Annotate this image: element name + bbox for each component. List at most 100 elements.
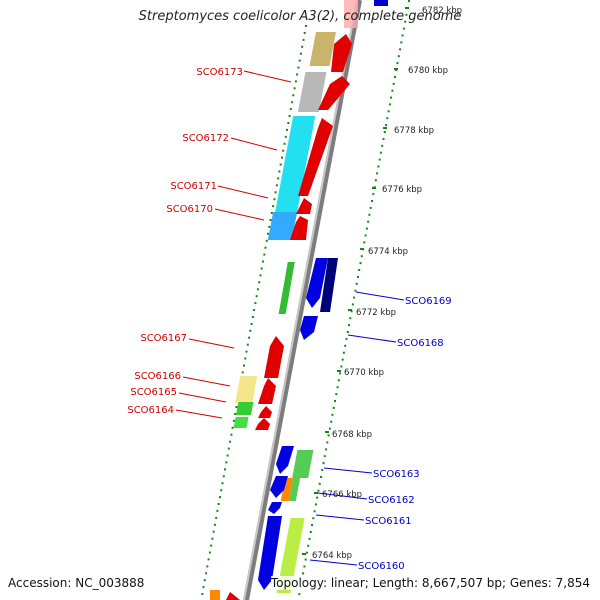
guide-dot [365, 227, 368, 230]
guide-dot [250, 322, 253, 325]
gene-arrow-sco6169b [320, 258, 338, 312]
guide-dot [286, 128, 288, 131]
gene-label-sco6163[interactable]: SCO6163 [373, 469, 420, 480]
gene-label-sco6161[interactable]: SCO6161 [365, 516, 412, 527]
guide-dot [293, 87, 296, 90]
ruler-tick-label: 6770 kbp [344, 368, 384, 378]
leader-sco6166 [182, 376, 231, 387]
ruler-tick-label: 6776 kbp [382, 185, 422, 195]
guide-dot [203, 579, 206, 582]
guide-dot [217, 503, 220, 505]
guide-dot [241, 371, 244, 374]
guide-dot [226, 454, 229, 457]
gene-label-sco6168[interactable]: SCO6168 [397, 338, 444, 349]
ruler-tick-label: 6782 kbp [422, 6, 462, 16]
gene-label-sco6171[interactable]: SCO6171 [170, 181, 217, 192]
guide-dot [360, 255, 363, 258]
ruler-tick-label: 6774 kbp [368, 247, 408, 257]
guide-dot [235, 406, 238, 408]
guide-dot [212, 530, 215, 533]
guide-dot [320, 475, 322, 478]
gene-label-sco6164[interactable]: SCO6164 [127, 405, 174, 416]
guide-dot [311, 524, 313, 527]
guide-dot [402, 27, 405, 30]
guide-dot [207, 558, 210, 561]
guide-dot [263, 253, 266, 256]
guide-dot [213, 523, 216, 526]
gene-label-sco6160[interactable]: SCO6160 [358, 561, 405, 572]
gene-label-sco6169[interactable]: SCO6169 [405, 296, 452, 307]
gene-bar-sco6162 [280, 478, 294, 501]
gene-label-sco6167[interactable]: SCO6167 [140, 333, 187, 344]
guide-dot [353, 296, 356, 299]
left-dotted-guide [201, 25, 307, 596]
guide-dot [221, 482, 224, 485]
gene-arrow-sco6166 [258, 378, 276, 404]
guide-dot [245, 350, 248, 353]
ruler-tick-label: 6768 kbp [332, 430, 372, 440]
guide-dot [334, 400, 336, 402]
guide-dot [278, 170, 281, 173]
gene-bar-sco6163 [292, 450, 314, 478]
gene-label-sco6173[interactable]: SCO6173 [196, 67, 243, 78]
guide-dot [368, 213, 371, 216]
guide-dot [219, 496, 221, 499]
guide-dot [283, 142, 286, 145]
gene-label-sco6170[interactable]: SCO6170 [166, 204, 213, 215]
leader-sco6165 [178, 392, 227, 403]
guide-dot [363, 241, 366, 244]
gene-bar-faded [344, 0, 358, 28]
leader-sco6161 [315, 514, 365, 521]
guide-dot [255, 295, 258, 298]
guide-dot [234, 413, 237, 415]
gene-bar-sco6165 [235, 402, 254, 415]
guide-dot [387, 110, 390, 113]
guide-dot [371, 200, 373, 202]
right-gene-labels: SCO6169 SCO6168 SCO6163 SCO6162 SCO6161 … [358, 296, 452, 572]
guide-dot [288, 115, 291, 118]
guide-dot [341, 358, 344, 361]
guide-dot [342, 351, 345, 354]
guide-dot [318, 482, 321, 485]
gene-arrow-sco6160 [258, 516, 282, 590]
guide-dot [256, 288, 259, 291]
guide-dot [408, 0, 410, 2]
leader-sco6169 [355, 291, 405, 301]
guide-dot [337, 379, 340, 382]
guide-dot [317, 489, 320, 492]
gene-label-sco6162[interactable]: SCO6162 [368, 495, 415, 506]
guide-dot [294, 80, 297, 83]
gene-bar-top [374, 0, 388, 6]
guide-dot [279, 163, 282, 166]
gene-label-sco6172[interactable]: SCO6172 [182, 133, 229, 144]
guide-dot [270, 212, 273, 214]
guide-dot [299, 52, 302, 55]
guide-dot [349, 317, 352, 320]
guide-dot [357, 275, 359, 278]
genome-backbone [243, 0, 362, 600]
right-leaders [309, 291, 405, 566]
guide-dot [215, 516, 218, 519]
guide-dot [378, 158, 381, 161]
gene-arrow-sco6167 [264, 336, 284, 378]
guide-dot [359, 262, 362, 265]
accession-text: Accession: NC_003888 [8, 576, 145, 590]
guide-dot [302, 38, 305, 41]
guide-dot [382, 137, 385, 140]
guide-dot [202, 586, 205, 589]
gene-label-sco6166[interactable]: SCO6166 [134, 371, 181, 382]
guide-dot [386, 117, 389, 120]
leader-sco6162 [317, 492, 368, 500]
guide-dot [339, 372, 342, 375]
guide-dot [254, 302, 257, 305]
guide-dot [404, 20, 407, 23]
guide-dot [244, 357, 247, 360]
gene-arrow [298, 118, 333, 196]
guide-dot [248, 336, 251, 339]
guide-dot [253, 309, 256, 311]
guide-dot [201, 593, 204, 596]
guide-dot [305, 25, 307, 27]
guide-dot [322, 462, 325, 465]
gene-label-sco6165[interactable]: SCO6165 [130, 387, 177, 398]
gene-bar [297, 72, 327, 112]
